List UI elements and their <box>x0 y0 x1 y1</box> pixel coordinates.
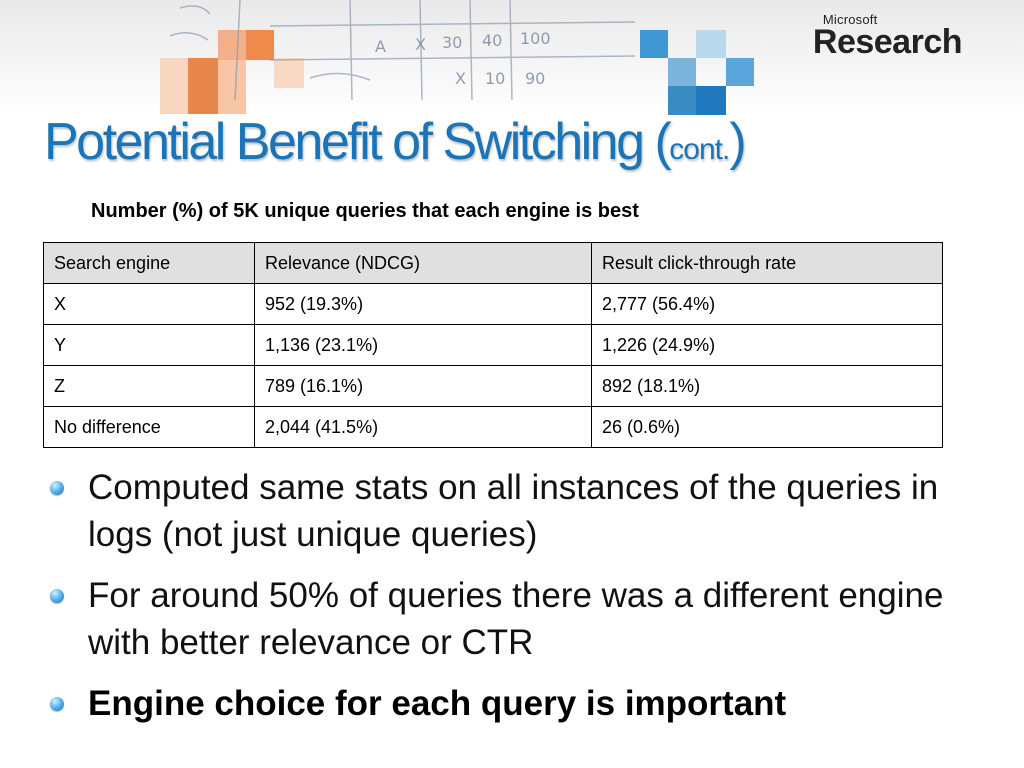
sketch-text: 100 <box>520 29 551 48</box>
bullet-icon <box>50 697 64 711</box>
banner-tile <box>726 58 754 86</box>
header-banner: A X 30 40 100 X 10 90 Microsoft Research <box>0 0 1024 115</box>
sketch-text: X <box>415 35 426 54</box>
column-header: Relevance (NDCG) <box>254 242 592 284</box>
banner-tile <box>246 30 274 60</box>
sketch-text: X <box>455 69 466 88</box>
table-cell: 952 (19.3%) <box>254 283 592 325</box>
column-header: Result click-through rate <box>591 242 943 284</box>
sketch-text: 90 <box>525 69 545 88</box>
title-main: Potential Benefit of Switching ( <box>44 113 672 171</box>
title-cont: cont. <box>669 133 730 166</box>
logo-division: Research <box>812 23 963 61</box>
table-row: X 952 (19.3%) 2,777 (56.4%) <box>43 283 943 325</box>
table-cell: 892 (18.1%) <box>591 365 943 407</box>
bullet-text: Engine choice for each query is importan… <box>88 684 787 723</box>
table-cell: 789 (16.1%) <box>254 365 592 407</box>
slide-title: Potential Benefit of Switching (cont.) <box>44 112 747 172</box>
banner-tile <box>188 58 218 114</box>
bullet-list: Computed same stats on all instances of … <box>50 464 990 741</box>
bullet-text: For around 50% of queries there was a di… <box>88 576 944 662</box>
table-cell: 26 (0.6%) <box>591 406 943 448</box>
banner-tile <box>640 30 668 58</box>
table-row: Y 1,136 (23.1%) 1,226 (24.9%) <box>43 324 943 366</box>
banner-tile <box>696 86 726 115</box>
sketch-text: A <box>375 37 386 56</box>
banner-tile <box>696 30 726 58</box>
results-table: Search engine Relevance (NDCG) Result cl… <box>43 242 943 448</box>
table-cell: X <box>43 283 255 325</box>
table-cell: 1,136 (23.1%) <box>254 324 592 366</box>
table-cell: 1,226 (24.9%) <box>591 324 943 366</box>
table-cell: Z <box>43 365 255 407</box>
banner-tile <box>218 60 246 114</box>
bullet-item: Engine choice for each query is importan… <box>50 680 990 727</box>
table-cell: No difference <box>43 406 255 448</box>
microsoft-research-logo: Microsoft Research <box>812 12 963 61</box>
bullet-text: Computed same stats on all instances of … <box>88 468 939 554</box>
sketch-text: 30 <box>442 33 462 52</box>
sketch-text: 10 <box>485 69 505 88</box>
table-cell: 2,777 (56.4%) <box>591 283 943 325</box>
bullet-icon <box>50 589 64 603</box>
logo-company: Microsoft <box>822 12 878 27</box>
table-row: No difference 2,044 (41.5%) 26 (0.6%) <box>43 406 943 448</box>
table-header-row: Search engine Relevance (NDCG) Result cl… <box>43 242 943 284</box>
banner-tile <box>668 58 696 86</box>
table-row: Z 789 (16.1%) 892 (18.1%) <box>43 365 943 407</box>
bullet-icon <box>50 481 64 495</box>
banner-tile <box>160 58 188 114</box>
whiteboard-sketch: A X 30 40 100 X 10 90 <box>169 0 636 100</box>
title-close: ) <box>729 113 746 171</box>
column-header: Search engine <box>43 242 255 284</box>
table-cell: 2,044 (41.5%) <box>254 406 592 448</box>
sketch-text: 40 <box>482 31 502 50</box>
bullet-item: For around 50% of queries there was a di… <box>50 572 990 666</box>
table-cell: Y <box>43 324 255 366</box>
banner-tile <box>274 58 304 88</box>
bullet-item: Computed same stats on all instances of … <box>50 464 990 558</box>
banner-tile <box>668 86 696 115</box>
table-caption: Number (%) of 5K unique queries that eac… <box>91 200 639 222</box>
